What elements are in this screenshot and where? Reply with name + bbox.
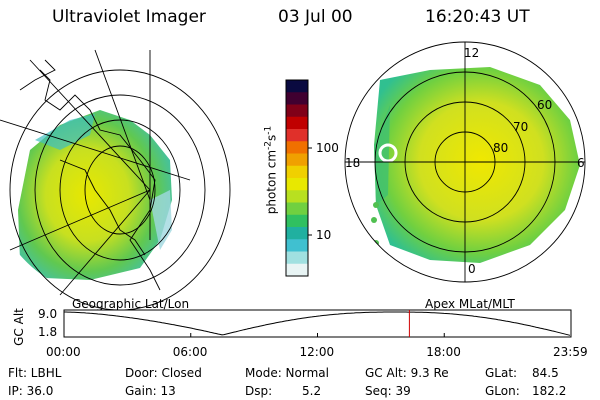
mlat-mlt-grid [344, 41, 586, 283]
colorbar-unit-label: photon cm-2s-1 [264, 126, 279, 215]
orbit-timeline [63, 309, 572, 338]
colorbar-unit-base: photon cm [264, 149, 279, 215]
color-bar [285, 79, 312, 277]
mlat-label-70: 70 [513, 120, 529, 134]
glat-label: GLat: [485, 366, 518, 380]
mlat-label-60: 60 [537, 98, 553, 112]
dsp-value: 5.2 [302, 384, 322, 398]
timeline-xtick-label: 12:00 [299, 345, 335, 359]
colorbar-tick-100: 100 [316, 141, 339, 155]
colorbar-swatch [286, 178, 308, 191]
lat-lon-grid [0, 49, 231, 311]
colorbar-swatch [286, 141, 308, 154]
ip-status: IP: 36.0 [8, 384, 54, 398]
mlt-label-18: 18 [345, 156, 361, 170]
colorbar-swatch [286, 227, 308, 240]
colorbar-swatch [286, 116, 308, 130]
colorbar-swatch [286, 251, 308, 265]
colorbar-swatch [286, 92, 308, 105]
colorbar-swatch [286, 153, 308, 167]
timeline-xtick-label: 23:59 [553, 345, 588, 359]
glon-label: GLon: [485, 384, 520, 398]
geographic-image [0, 49, 231, 311]
timeline-xtick-label: 18:00 [426, 345, 461, 359]
time-label: 16:20:43 UT [425, 7, 530, 27]
glat-value: 84.5 [532, 366, 559, 380]
instrument-title: Ultraviolet Imager [52, 7, 206, 27]
mlt-label-6: 6 [577, 156, 585, 170]
seq-status: Seq: 39 [365, 384, 411, 398]
colorbar-tick-10: 10 [316, 228, 332, 242]
timeline-ylabel: GC Alt [12, 308, 26, 346]
gcalt-status: GC Alt: 9.3 Re [365, 366, 449, 380]
timeline-frame [63, 309, 572, 338]
left-panel-caption: Geographic Lat/Lon [72, 297, 190, 311]
colorbar-unit-s: s [264, 134, 279, 141]
colorbar-swatch [286, 239, 308, 252]
mode-status: Mode: Normal [245, 366, 329, 380]
timeline-ytick-min: 1.8 [38, 325, 58, 339]
timeline-xtick-label: 00:00 [46, 345, 81, 359]
colorbar-swatch [286, 165, 308, 179]
polar-aurora [374, 67, 580, 263]
right-panel-caption: Apex MLat/MLT [425, 297, 515, 311]
colorbar-swatch [286, 80, 308, 93]
gain-status: Gain: 13 [125, 384, 176, 398]
colorbar-swatch [286, 214, 308, 228]
mlt-label-12: 12 [464, 46, 480, 60]
colorbar-swatch [286, 129, 308, 142]
colorbar-swatch [286, 104, 308, 118]
timeline-xtick-label: 06:00 [172, 345, 208, 359]
polar-image [344, 41, 586, 283]
dsp-label: Dsp: [245, 384, 273, 398]
altitude-trace [64, 311, 571, 336]
colorbar-swatch [286, 263, 308, 277]
glon-value: 182.2 [532, 384, 567, 398]
colorbar-swatch [286, 202, 308, 216]
mlt-label-0: 0 [468, 262, 476, 276]
door-status: Door: Closed [125, 366, 202, 380]
colorbar-swatch [286, 190, 308, 203]
colorbar-unit-exp2: -1 [263, 125, 274, 135]
date-label: 03 Jul 00 [278, 7, 353, 27]
colorbar-frame [285, 79, 309, 277]
timeline-ytick-max: 9.0 [38, 307, 58, 321]
flt-status: Flt: LBHL [8, 366, 62, 380]
colorbar-unit-exp1: -2 [263, 140, 274, 150]
mlat-label-80: 80 [493, 141, 509, 155]
